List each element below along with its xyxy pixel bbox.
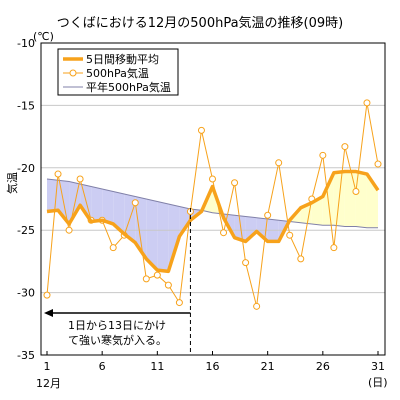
fill-below-normal [146, 199, 158, 271]
series-daily [43, 99, 382, 310]
legend-label: 500hPa気温 [86, 66, 149, 80]
x-tick-label: 26 [316, 360, 330, 373]
daily-point [231, 179, 239, 187]
y-tick-label: -15 [17, 99, 35, 112]
daily-point [54, 170, 62, 178]
y-tick-label: -20 [17, 162, 35, 175]
chart-title: つくばにおける12月の500hPa気温の推移(09時) [57, 15, 344, 31]
daily-point [374, 160, 382, 168]
grid [41, 104, 385, 294]
fill-below-normal [234, 215, 246, 242]
daily-point [43, 291, 51, 299]
x-ticks: 1 6 11 16 21 26 31 [44, 351, 385, 373]
daily-point [330, 244, 338, 252]
fill-above-normal [355, 171, 367, 228]
y-ticks: -35 -30 -25 -20 -15 -10 [17, 37, 35, 362]
daily-point [220, 229, 228, 237]
daily-point [363, 99, 371, 107]
fill-below-normal [135, 196, 147, 259]
daily-point [76, 175, 84, 183]
y-tick-label: -25 [17, 224, 35, 237]
y-tick-label: -10 [17, 37, 35, 50]
daily-point [109, 244, 117, 252]
x-tick-label: 11 [150, 360, 164, 373]
x-tick-label: 31 [371, 360, 385, 373]
legend-label: 5日間移動平均 [86, 52, 159, 66]
plot-border [40, 42, 386, 356]
daily-point [352, 188, 360, 196]
fill-below-normal [80, 184, 92, 222]
plot-frame [40, 42, 386, 356]
x-tick-label: 1 [44, 360, 51, 373]
annotation: 1日から13日にかけ て強い寒気が入る。 [44, 208, 191, 355]
annotation-arrowhead [44, 309, 53, 317]
y-axis-label: 気温 [5, 172, 19, 194]
y-unit-label: (℃) [33, 30, 54, 43]
fill-above-normal [344, 171, 356, 227]
x-tick-label: 6 [99, 360, 106, 373]
daily-point [286, 231, 294, 239]
series-normal [46, 178, 378, 229]
daily-point [264, 211, 272, 219]
daily-point [153, 271, 161, 279]
daily-point [65, 226, 73, 234]
fill-below-normal [113, 191, 125, 234]
daily-point [175, 299, 183, 307]
fill-below-normal [91, 186, 103, 222]
x-unit-label: (日) [368, 376, 388, 389]
daily-point [297, 255, 305, 263]
month-label: 12月 [36, 377, 61, 390]
moving-average-line [46, 169, 380, 274]
legend-label: 平年500hPa気温 [86, 80, 171, 94]
normal-line [46, 178, 378, 229]
annotation-line-2: て強い寒気が入る。 [68, 333, 167, 347]
daily-point [164, 281, 172, 289]
daily-point [253, 302, 261, 310]
fill-below-normal [157, 201, 169, 272]
daily-point [142, 275, 150, 283]
fill-below-normal [245, 216, 257, 242]
x-tick-label: 21 [261, 360, 275, 373]
annotation-line-1: 1日から13日にかけ [68, 319, 166, 332]
fill-below-normal [179, 206, 191, 237]
y-tick-label: -30 [17, 287, 35, 300]
y-tick-label: -35 [17, 349, 35, 362]
x-tick-label: 16 [206, 360, 220, 373]
daily-point [275, 159, 283, 167]
fill-above-normal [311, 196, 323, 226]
daily-point [341, 143, 349, 151]
legend-marker [69, 69, 77, 77]
daily-point [209, 175, 216, 183]
fill-below-normal [102, 189, 114, 224]
daily-point [197, 126, 205, 134]
daily-point [131, 199, 139, 207]
daily-point [242, 259, 250, 267]
series-moving-average [46, 169, 380, 274]
fill-below-normal [168, 203, 180, 272]
daily-point [319, 151, 327, 159]
